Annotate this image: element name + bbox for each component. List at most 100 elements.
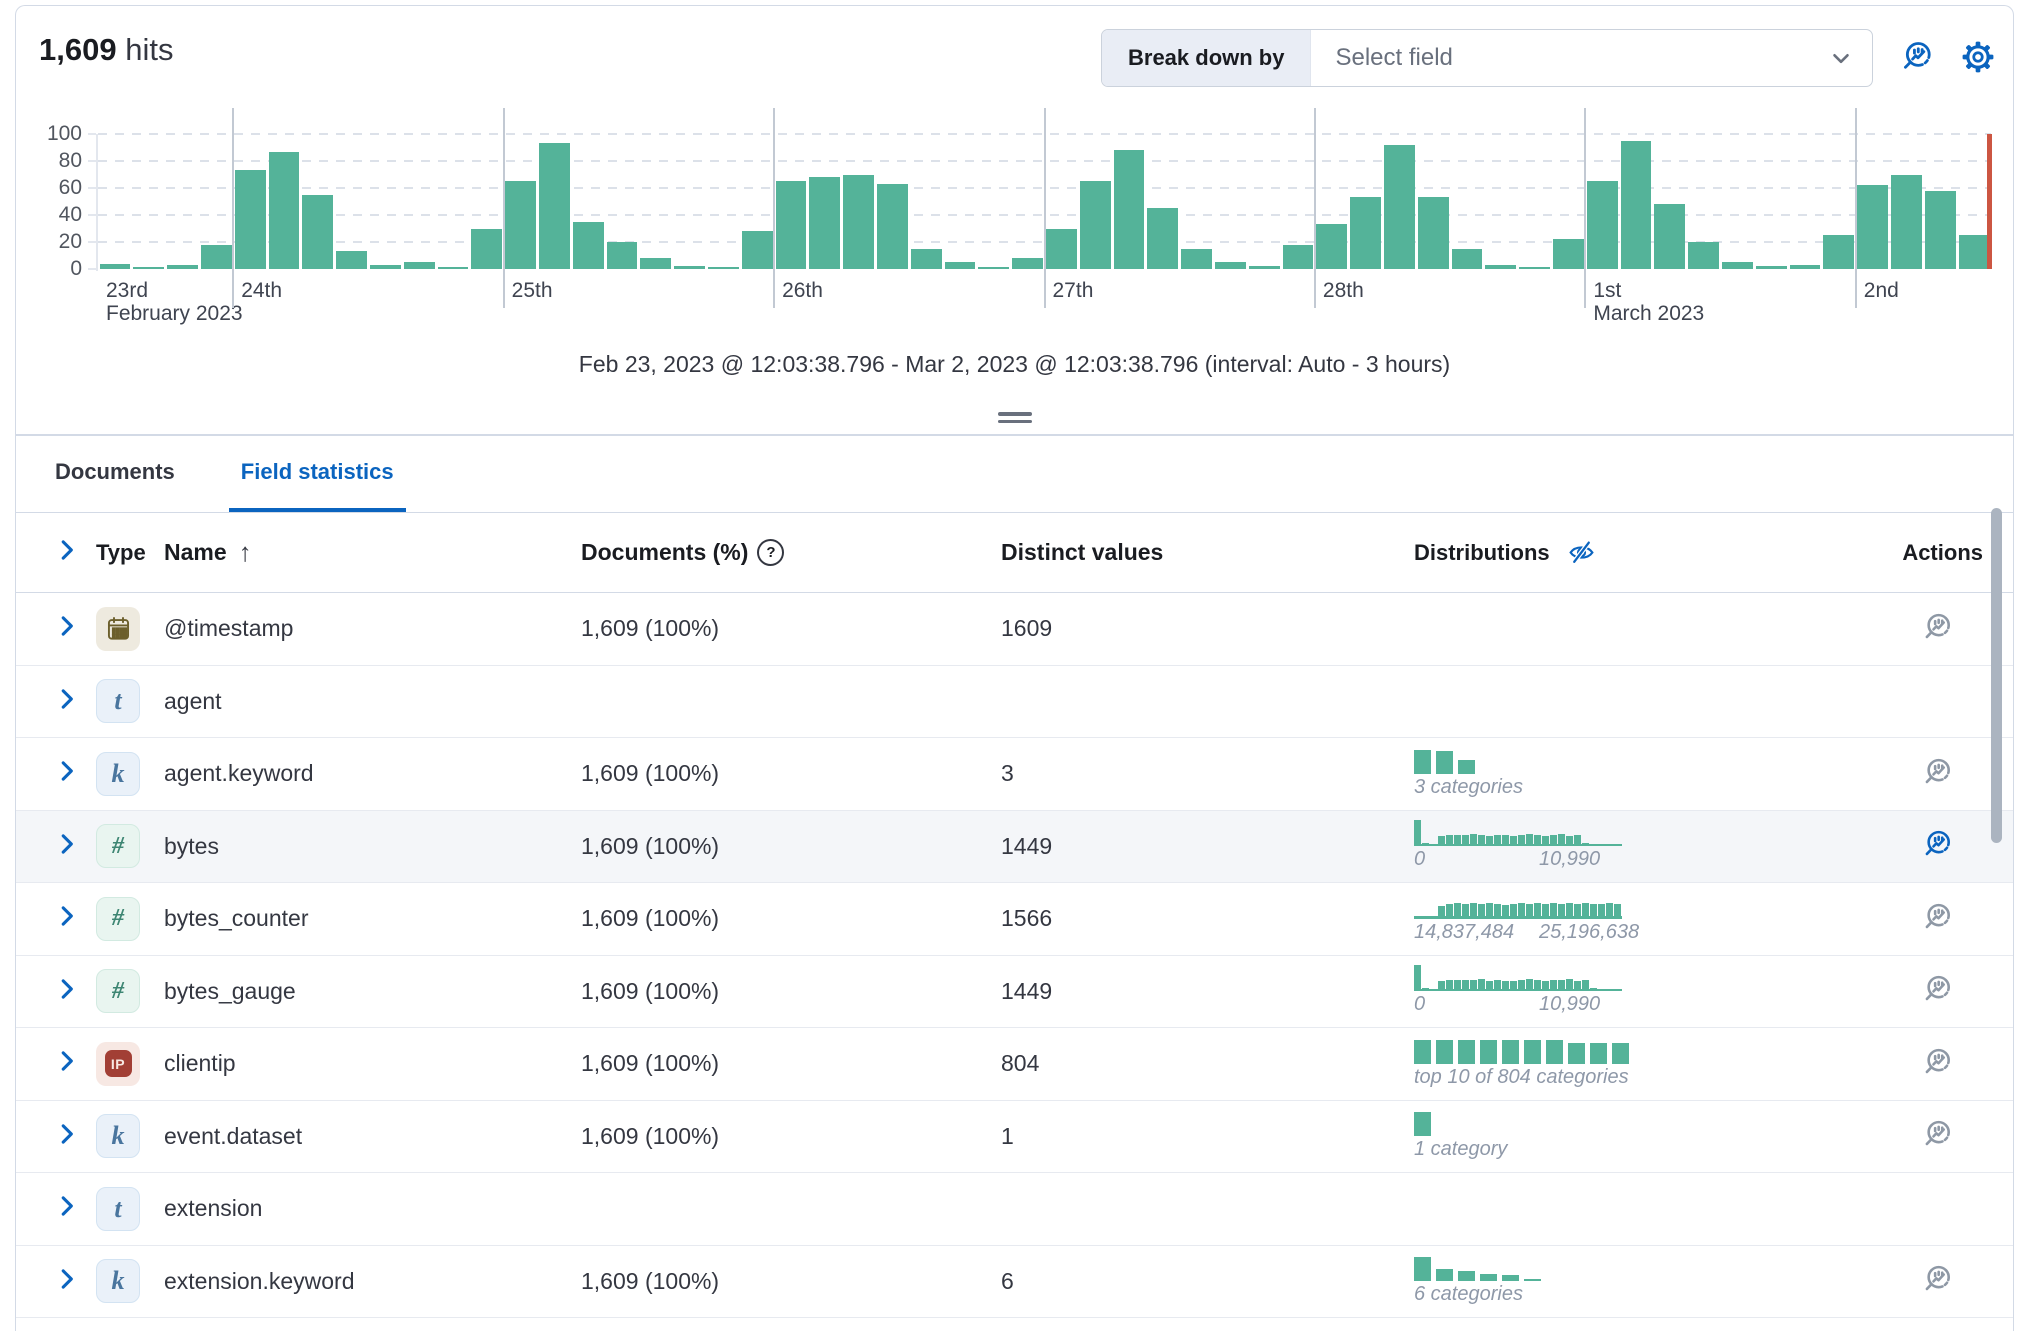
- day-gridline: [1854, 108, 1857, 308]
- histogram-mini-bar: [1510, 903, 1518, 919]
- field-stats-action-button[interactable]: [1921, 1118, 1954, 1154]
- histogram-mini-bar: [1550, 903, 1558, 919]
- current-time-marker: [1987, 134, 1992, 269]
- expand-row-cell[interactable]: [36, 1048, 96, 1079]
- expand-row-cell[interactable]: [36, 903, 96, 934]
- token-number-icon: #: [96, 969, 140, 1014]
- histogram-bar: [876, 183, 908, 269]
- histogram-mini-bar: [1566, 979, 1574, 992]
- y-tick: [88, 160, 96, 162]
- eye-slash-icon[interactable]: [1568, 539, 1595, 566]
- histogram-mini-bar: [1510, 981, 1518, 992]
- chevron-right-icon: [54, 903, 80, 934]
- chart-options-button[interactable]: [1961, 40, 1995, 77]
- resize-handle[interactable]: [997, 408, 1032, 427]
- table-row[interactable]: @timestamp 1,609 (100%) 1609: [16, 593, 2013, 666]
- distribution-label: top 10 of 804 categories: [1414, 1065, 1629, 1088]
- hits-histogram[interactable]: 0 20 40 60 80 100 23rd February 2023 24th 25th 26t…: [47, 108, 1992, 325]
- histogram-bar: [741, 231, 773, 269]
- field-name-cell: bytes: [164, 832, 219, 859]
- x-axis-day-label: 26th: [782, 279, 823, 302]
- histogram-mini-bar: [1534, 980, 1542, 992]
- histogram-bar: [1553, 239, 1584, 269]
- field-stats-action-button[interactable]: [1921, 756, 1954, 792]
- header-documents: Documents (%) ?: [581, 539, 1001, 566]
- expand-row-cell[interactable]: [36, 758, 96, 789]
- field-stats-action-button[interactable]: [1921, 973, 1954, 1009]
- field-name-cell: @timestamp: [164, 615, 294, 642]
- top-value-bar: [1546, 1039, 1563, 1064]
- expand-row-cell[interactable]: [36, 976, 96, 1007]
- token-keyword-icon: k: [96, 1259, 140, 1304]
- actions-cell: [1878, 611, 1997, 647]
- histogram-bar: [1722, 262, 1753, 269]
- histogram-bar: [1519, 267, 1551, 269]
- field-stats-action-button[interactable]: [1921, 901, 1954, 937]
- table-row[interactable]: # bytes 1,609 (100%) 1449 0 10,990: [16, 810, 2013, 883]
- field-stats-action-button[interactable]: [1921, 1263, 1954, 1299]
- histogram-mini-bar: [1486, 903, 1494, 919]
- table-row[interactable]: t extension: [16, 1173, 2013, 1246]
- tab-field-statistics[interactable]: Field statistics: [228, 435, 406, 512]
- expand-row-cell[interactable]: [36, 1266, 96, 1297]
- expand-row-cell[interactable]: [36, 831, 96, 862]
- histogram-mini-bar: [1502, 980, 1510, 992]
- expand-row-cell[interactable]: [36, 1193, 96, 1224]
- top-value-bar: [1414, 1112, 1431, 1137]
- chevron-right-icon: [54, 1121, 80, 1152]
- numeric-histogram: [1414, 965, 1622, 992]
- expand-row-cell[interactable]: [36, 686, 96, 717]
- histogram-bar: [572, 221, 604, 269]
- expand-row-cell[interactable]: [36, 613, 96, 644]
- range-max-label: 10,990: [1539, 993, 1601, 1016]
- table-row[interactable]: k agent.keyword 1,609 (100%) 3 3 categories: [16, 738, 2013, 811]
- chevron-right-icon: [54, 1048, 80, 1079]
- histogram-bar: [1181, 248, 1212, 269]
- explore-data-button[interactable]: [1899, 39, 1935, 78]
- table-row[interactable]: # bytes_gauge 1,609 (100%) 1449 0 10,990: [16, 956, 2013, 1028]
- table-row[interactable]: k extension.keyword 1,609 (100%) 6 6 categor…: [16, 1246, 2013, 1318]
- actions-cell: [1878, 1118, 1997, 1154]
- histogram-mini-bar: [1558, 834, 1566, 847]
- field-stats-action-button[interactable]: [1921, 1046, 1954, 1082]
- header-distributions: Distributions: [1414, 539, 1878, 566]
- question-circle-icon[interactable]: ?: [757, 539, 785, 566]
- top-values-bars: [1414, 1255, 1541, 1282]
- field-statistics-table: Type Name ↑ Documents (%) ? Distinct val…: [16, 513, 2013, 1332]
- histogram-mini-bar: [1590, 904, 1598, 919]
- histogram-mini-bar: [1534, 835, 1542, 847]
- header-name[interactable]: Name ↑: [164, 537, 252, 567]
- expand-all-cell[interactable]: [36, 537, 96, 569]
- top-value-bar: [1568, 1043, 1585, 1064]
- field-stats-action-button[interactable]: [1921, 828, 1954, 864]
- chevron-right-icon: [54, 1266, 80, 1297]
- top-value-bar: [1436, 751, 1453, 774]
- histogram-bar: [944, 262, 976, 269]
- expand-row-cell[interactable]: [36, 1121, 96, 1152]
- x-axis-day-label: 27th: [1052, 279, 1094, 302]
- table-scrollbar-thumb[interactable]: [1991, 508, 2002, 843]
- top-value-bar: [1414, 1039, 1431, 1064]
- histogram-bar: [1417, 197, 1449, 269]
- table-row[interactable]: IP clientip 1,609 (100%) 804 top 10 of 804 c…: [16, 1028, 2013, 1101]
- breakdown-field-select[interactable]: Break down by Select field: [1101, 29, 1873, 87]
- table-row[interactable]: # bytes_counter 1,609 (100%) 1566 14,837,484…: [16, 883, 2013, 956]
- x-axis-month-label: February 2023: [106, 302, 243, 325]
- histogram-bar: [1485, 264, 1517, 269]
- histogram-mini-bar: [1446, 835, 1454, 847]
- field-type-cell: #: [96, 969, 164, 1014]
- actions-cell: [1878, 1046, 1997, 1082]
- table-row[interactable]: k event.dataset 1,609 (100%) 1 1 category: [16, 1101, 2013, 1173]
- tab-documents[interactable]: Documents: [55, 458, 175, 484]
- field-stats-action-button[interactable]: [1921, 611, 1954, 647]
- top-value-bar: [1502, 1274, 1519, 1282]
- table-row[interactable]: t agent: [16, 666, 2013, 738]
- distribution-cell: 6 categories: [1414, 1255, 1878, 1307]
- numeric-histogram: [1414, 820, 1622, 847]
- histogram-mini-bar: [1462, 979, 1470, 992]
- distribution-mini-chart: 0 10,990: [1414, 965, 1622, 1017]
- top-value-bar: [1590, 1043, 1607, 1064]
- histogram-bar: [1384, 144, 1415, 269]
- top-value-bar: [1458, 1039, 1475, 1064]
- histogram-mini-bar: [1526, 903, 1534, 919]
